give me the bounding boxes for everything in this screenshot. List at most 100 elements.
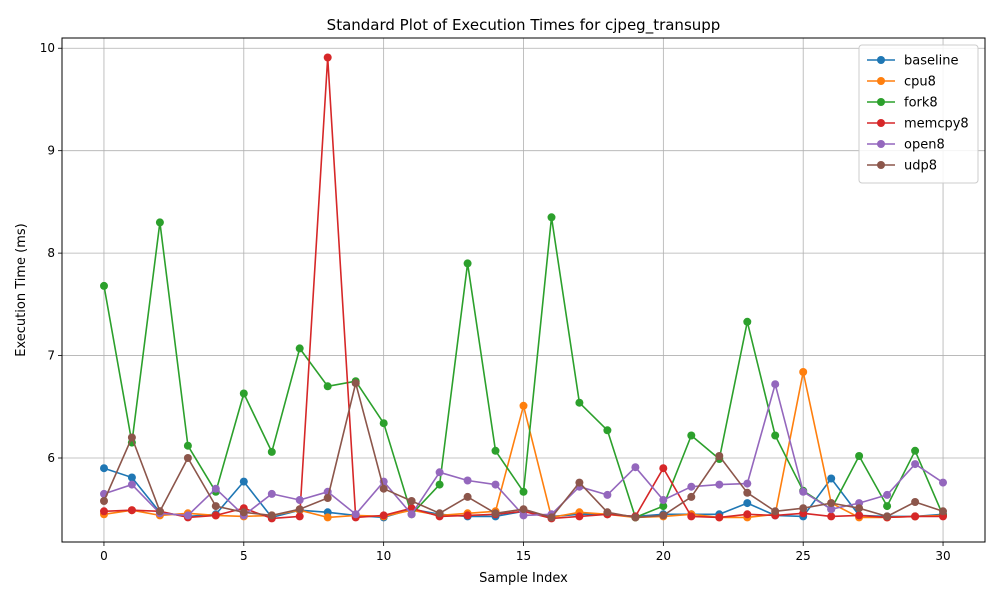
data-point — [631, 463, 640, 472]
data-point — [855, 511, 864, 520]
data-point — [687, 431, 696, 440]
data-point — [155, 507, 164, 516]
data-point — [407, 497, 416, 505]
legend-swatch-marker — [877, 98, 885, 106]
data-point — [379, 511, 388, 520]
data-point — [799, 504, 808, 513]
legend-label: udp8 — [904, 159, 937, 174]
x-tick-label: 10 — [376, 549, 391, 563]
y-axis-label: Execution Time (ms) — [14, 223, 29, 356]
data-point — [211, 511, 220, 520]
data-point — [603, 490, 612, 499]
data-point — [127, 433, 136, 442]
data-point — [575, 478, 584, 487]
data-point — [659, 511, 668, 520]
data-point — [323, 382, 332, 391]
y-tick-label: 10 — [40, 41, 55, 55]
data-point — [519, 511, 528, 520]
data-point — [883, 502, 892, 511]
data-point — [100, 281, 108, 290]
data-point — [715, 513, 724, 522]
legend-item-baseline: baseline — [867, 54, 958, 69]
data-point — [351, 510, 360, 519]
data-point — [491, 446, 500, 455]
data-point — [911, 498, 920, 506]
data-point — [379, 419, 388, 428]
data-point — [799, 487, 808, 496]
data-point — [435, 468, 444, 477]
x-axis-label: Sample Index — [479, 571, 568, 586]
data-point — [100, 497, 108, 505]
x-tick-label: 0 — [100, 549, 108, 563]
data-point — [127, 480, 136, 489]
data-point — [855, 504, 864, 513]
legend-item-cpu8: cpu8 — [867, 75, 936, 90]
chart-title: Standard Plot of Execution Times for cjp… — [327, 16, 721, 35]
legend-item-memcpy8: memcpy8 — [867, 117, 969, 132]
legend-swatch-marker — [877, 119, 885, 127]
y-tick-label: 9 — [47, 144, 55, 158]
data-point — [547, 513, 556, 522]
data-point — [463, 476, 472, 485]
legend-label: fork8 — [904, 96, 938, 111]
y-tick-label: 7 — [47, 349, 55, 363]
legend-label: baseline — [904, 54, 958, 69]
data-point — [183, 511, 192, 520]
data-point — [379, 484, 388, 493]
legend-swatch-marker — [877, 56, 885, 64]
data-point — [547, 213, 556, 222]
data-point — [631, 513, 640, 522]
data-point — [603, 508, 612, 517]
data-point — [827, 499, 836, 508]
data-point — [239, 389, 248, 398]
legend-item-fork8: fork8 — [867, 96, 938, 111]
data-point — [659, 502, 668, 511]
x-tick-label: 15 — [516, 549, 531, 563]
data-point — [100, 507, 108, 516]
x-tick-label: 30 — [935, 549, 950, 563]
legend-swatch-marker — [877, 140, 885, 148]
data-point — [743, 317, 752, 326]
data-point — [491, 480, 500, 489]
data-point — [939, 507, 947, 516]
data-point — [239, 477, 248, 486]
data-point — [827, 512, 836, 521]
data-point — [267, 511, 276, 520]
data-point — [519, 487, 528, 496]
data-point — [211, 484, 220, 493]
data-point — [351, 379, 360, 388]
x-tick-label: 20 — [656, 549, 671, 563]
data-point — [127, 473, 136, 482]
data-point — [435, 480, 444, 489]
data-point — [100, 464, 108, 473]
data-point — [659, 464, 668, 473]
data-point — [743, 510, 752, 519]
legend-label: open8 — [904, 138, 945, 153]
data-point — [155, 218, 164, 227]
legend-label: cpu8 — [904, 75, 936, 90]
data-point — [267, 489, 276, 498]
data-point — [491, 509, 500, 518]
data-point — [771, 431, 780, 440]
data-point — [827, 505, 836, 514]
legend-label: memcpy8 — [904, 117, 969, 132]
y-tick-label: 8 — [47, 246, 55, 260]
data-point — [435, 509, 444, 518]
data-point — [687, 492, 696, 501]
legend: baseline cpu8 fork8 memcpy8 open8 udp8 — [858, 44, 979, 184]
data-point — [771, 507, 780, 516]
y-tick-label: 6 — [47, 451, 55, 465]
data-point — [323, 513, 332, 522]
data-point — [799, 368, 808, 376]
data-point — [575, 398, 584, 407]
series-group — [100, 53, 947, 523]
data-point — [295, 505, 304, 514]
data-point — [827, 474, 836, 483]
data-point — [463, 492, 472, 501]
data-point — [687, 482, 696, 491]
data-point — [267, 447, 276, 456]
data-point — [939, 478, 947, 487]
data-point — [463, 259, 472, 268]
data-point — [211, 502, 220, 511]
